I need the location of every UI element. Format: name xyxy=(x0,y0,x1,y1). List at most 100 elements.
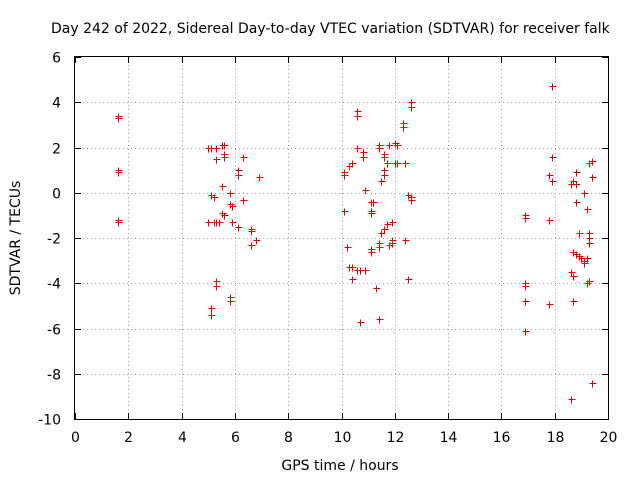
y-tick-label: -6 xyxy=(47,323,61,339)
x-tick-label: 20 xyxy=(600,430,618,446)
data-point xyxy=(589,380,597,388)
data-point xyxy=(219,183,227,191)
data-point xyxy=(578,255,586,263)
data-point xyxy=(213,283,221,291)
data-point xyxy=(549,83,557,91)
data-point xyxy=(402,237,410,245)
x-tick-label: 8 xyxy=(284,430,293,446)
x-tick-label: 4 xyxy=(178,430,187,446)
axis-ticks: 0 2 4 6 8 10 12 14 16 18 20 -10 -8 -6 -4 -2 0 2 4 6 xyxy=(38,51,617,447)
data-point xyxy=(581,190,589,198)
x-tick-label: 10 xyxy=(334,430,352,446)
data-point xyxy=(589,158,597,166)
data-point xyxy=(240,154,248,162)
data-point xyxy=(370,199,378,207)
data-point xyxy=(208,312,216,320)
data-point xyxy=(568,396,576,404)
data-point xyxy=(368,208,376,216)
data-point xyxy=(576,253,584,261)
data-point xyxy=(373,285,381,293)
data-point xyxy=(213,145,221,153)
data-point xyxy=(349,276,357,284)
data-point xyxy=(376,244,384,252)
data-point xyxy=(381,172,389,180)
data-point xyxy=(344,244,352,252)
data-point xyxy=(341,208,349,216)
data-point xyxy=(235,224,243,232)
data-point xyxy=(549,178,557,186)
data-point xyxy=(546,217,554,225)
data-point xyxy=(229,219,237,227)
data-point xyxy=(213,156,221,164)
data-point xyxy=(384,160,392,168)
data-point xyxy=(408,99,416,107)
data-point xyxy=(256,174,264,182)
data-points xyxy=(115,83,597,404)
data-point xyxy=(376,145,384,153)
data-point xyxy=(546,172,554,180)
data-point xyxy=(221,142,229,150)
data-point xyxy=(392,140,400,148)
data-point xyxy=(227,190,235,198)
data-point xyxy=(229,203,237,211)
y-tick-label: -2 xyxy=(47,232,61,248)
data-point xyxy=(240,197,248,205)
data-point xyxy=(381,151,389,159)
data-point xyxy=(213,219,221,227)
data-point xyxy=(400,120,408,128)
data-point xyxy=(549,154,557,162)
data-point xyxy=(115,167,123,175)
data-point xyxy=(349,160,357,168)
data-point xyxy=(584,280,592,288)
x-axis-title: GPS time / hours xyxy=(281,458,398,474)
data-point xyxy=(208,305,216,313)
data-point xyxy=(573,199,581,207)
data-point xyxy=(408,194,416,202)
data-point xyxy=(568,269,576,277)
data-point xyxy=(235,172,243,180)
grid xyxy=(75,57,608,419)
data-point xyxy=(576,230,584,238)
x-tick-label: 16 xyxy=(493,430,511,446)
data-point xyxy=(221,154,229,162)
data-point xyxy=(522,215,530,223)
data-point xyxy=(357,319,365,327)
data-point xyxy=(384,221,392,229)
y-tick-label: -8 xyxy=(47,368,61,384)
data-point xyxy=(405,276,413,284)
data-point xyxy=(376,316,384,324)
data-point xyxy=(248,228,256,236)
data-point xyxy=(389,237,397,245)
y-axis-title: SDTVAR / TECUs xyxy=(8,181,24,296)
data-point xyxy=(115,113,123,121)
data-point xyxy=(546,301,554,309)
data-point xyxy=(211,194,219,202)
data-point xyxy=(205,219,213,227)
data-point xyxy=(522,283,530,291)
data-point xyxy=(386,142,394,150)
y-tick-label: 0 xyxy=(52,187,61,203)
data-point xyxy=(581,260,589,268)
data-point xyxy=(221,212,229,220)
data-point xyxy=(360,154,368,162)
data-point xyxy=(394,160,402,168)
data-point xyxy=(584,255,592,263)
data-point xyxy=(354,145,362,153)
plot-frame xyxy=(74,56,609,420)
x-tick-label: 12 xyxy=(387,430,405,446)
data-point xyxy=(349,264,357,272)
data-point xyxy=(522,298,530,306)
data-point xyxy=(573,181,581,189)
data-point xyxy=(402,160,410,168)
data-point xyxy=(386,242,394,250)
y-tick-label: -4 xyxy=(47,277,61,293)
data-point xyxy=(381,226,389,234)
data-point xyxy=(589,174,597,182)
data-point xyxy=(584,206,592,214)
data-point xyxy=(362,187,370,195)
y-tick-label: -10 xyxy=(38,413,61,429)
data-point xyxy=(253,237,261,245)
data-point xyxy=(394,142,402,150)
